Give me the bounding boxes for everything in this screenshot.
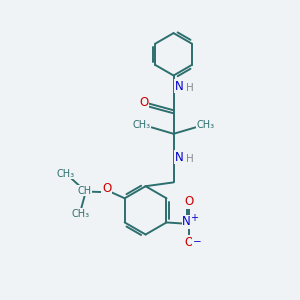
Text: O: O bbox=[139, 96, 148, 110]
Text: CH: CH bbox=[78, 186, 92, 196]
Text: CH₃: CH₃ bbox=[71, 208, 90, 219]
Text: CH₃: CH₃ bbox=[196, 120, 214, 130]
Text: O: O bbox=[102, 182, 111, 195]
Text: N: N bbox=[175, 151, 183, 164]
Text: N: N bbox=[175, 80, 183, 93]
Text: −: − bbox=[192, 238, 201, 248]
Text: H: H bbox=[186, 154, 194, 164]
Text: +: + bbox=[190, 213, 199, 223]
Text: N: N bbox=[182, 215, 191, 228]
Text: CH₃: CH₃ bbox=[57, 169, 75, 179]
Text: CH₃: CH₃ bbox=[133, 120, 151, 130]
Text: O: O bbox=[184, 236, 193, 249]
Text: H: H bbox=[186, 83, 194, 94]
Text: O: O bbox=[184, 195, 193, 208]
